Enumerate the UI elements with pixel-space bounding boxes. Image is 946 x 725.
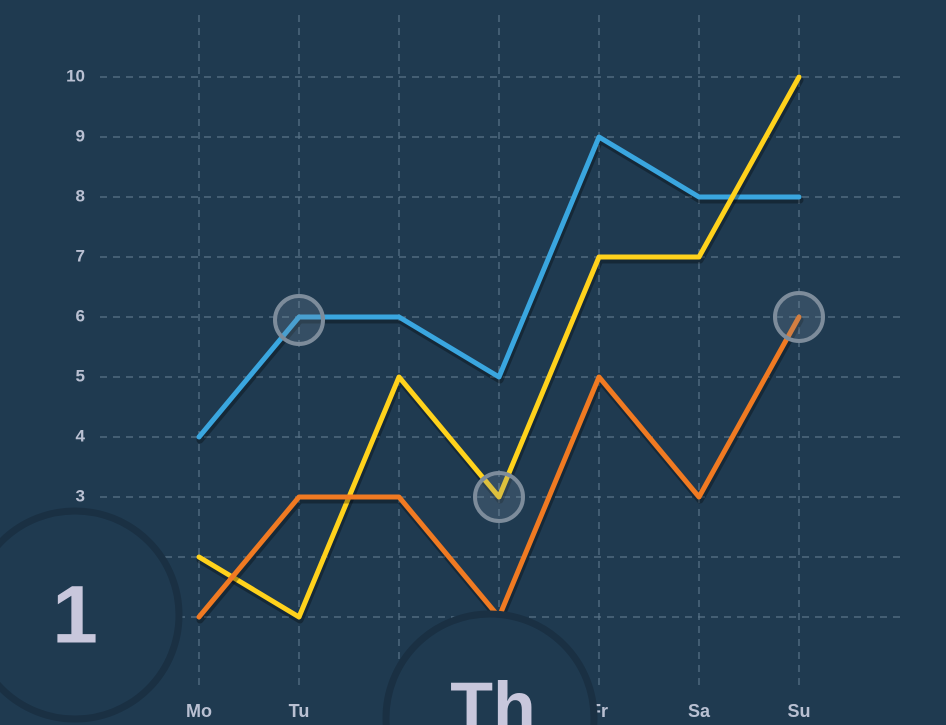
- y-tick-label: 3: [76, 486, 85, 505]
- series-line: [196, 74, 802, 620]
- y-tick-label: 10: [66, 66, 85, 85]
- highlight-rings: [273, 291, 825, 523]
- y-tick-label: 4: [76, 426, 86, 445]
- y-tick-label: 7: [76, 246, 85, 265]
- y-tick-label: 6: [76, 306, 85, 325]
- line-shadow: [196, 76, 804, 624]
- x-tick-label: Th: [450, 667, 536, 725]
- x-tick-label: Sa: [688, 701, 711, 721]
- line-shadow: [196, 136, 804, 444]
- x-tick-label: Su: [787, 701, 810, 721]
- y-tick-label: 9: [76, 126, 85, 145]
- ring: [273, 294, 325, 346]
- plot: [196, 74, 804, 624]
- y-tick-label: 5: [76, 366, 85, 385]
- y-tick-label: 8: [76, 186, 85, 205]
- focus-circle: [382, 610, 598, 725]
- focus-labels: 1 Th: [52, 570, 536, 725]
- ring: [473, 471, 525, 523]
- focus-circle: [0, 507, 183, 723]
- x-tick-label: Mo: [186, 701, 212, 721]
- y-tick-label: 1: [52, 570, 98, 661]
- ring: [773, 291, 825, 343]
- x-tick-label: Tu: [289, 701, 310, 721]
- series-line: [196, 134, 802, 440]
